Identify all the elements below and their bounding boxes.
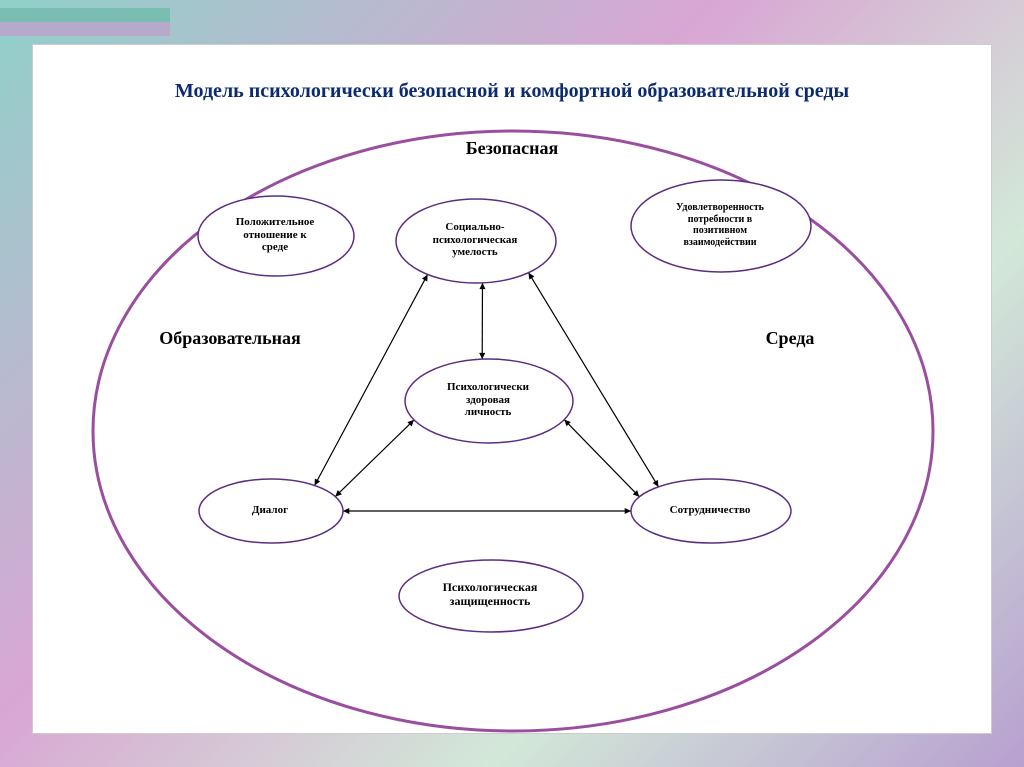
node-healthy-label: Психологически здоровая личность (408, 381, 568, 419)
slide-title: Модель психологически безопасной и комфо… (70, 80, 954, 103)
slide-stage: Модель психологически безопасной и комфо… (0, 0, 1024, 767)
label-right: Среда (670, 328, 910, 349)
label-left: Образовательная (110, 328, 350, 349)
node-satisfaction-label: Удовлетворенность потребности в позитивн… (634, 202, 806, 248)
node-cooperation-label: Сотрудничество (634, 504, 786, 517)
corner-decoration (0, 0, 200, 40)
node-protection-label: Психологическая защищенность (402, 581, 578, 609)
node-social-label: Социально- психологическая умелость (399, 221, 551, 259)
label-top: Безопасная (392, 138, 632, 159)
node-dialog-label: Диалог (202, 504, 338, 517)
node-positive-label: Положительное отношение к среде (201, 216, 349, 254)
